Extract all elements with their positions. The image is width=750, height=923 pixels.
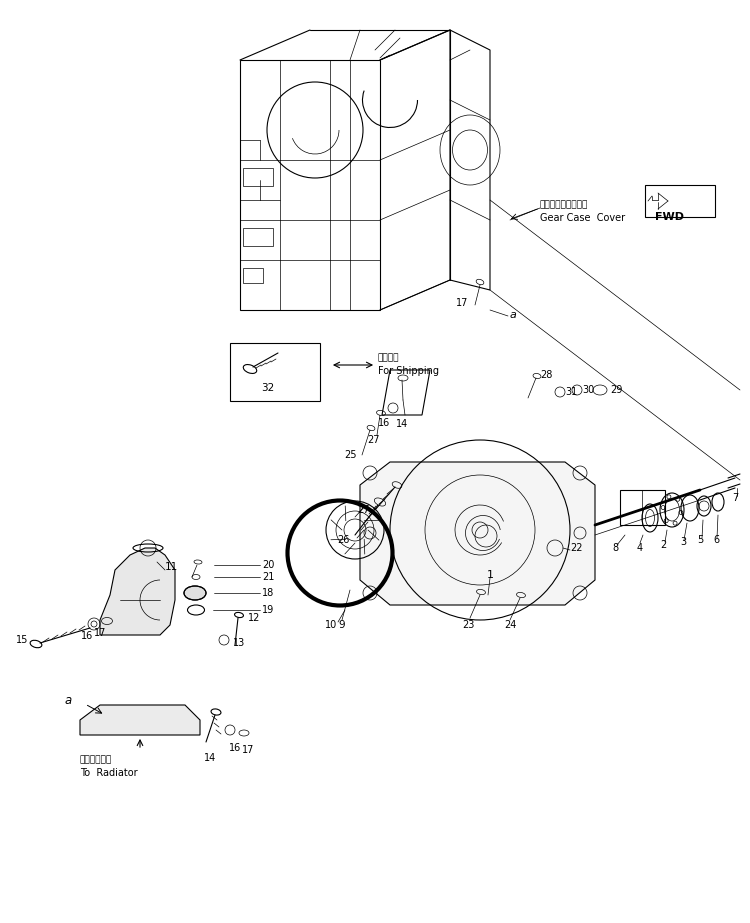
- Text: 17: 17: [242, 745, 254, 755]
- Polygon shape: [100, 548, 175, 635]
- Text: a: a: [65, 693, 72, 706]
- Text: 29: 29: [610, 385, 622, 395]
- Bar: [645, 185, 715, 217]
- Text: Gear Case  Cover: Gear Case Cover: [540, 213, 626, 223]
- Text: a: a: [510, 310, 517, 320]
- Text: 14: 14: [396, 419, 408, 429]
- Text: To  Radiator: To Radiator: [80, 768, 138, 778]
- Text: 25: 25: [344, 450, 357, 460]
- Text: 18: 18: [262, 588, 274, 598]
- Text: For Shipping: For Shipping: [378, 366, 439, 376]
- Text: 26: 26: [338, 535, 350, 545]
- Text: 5: 5: [697, 535, 703, 545]
- Text: 13: 13: [233, 638, 245, 648]
- Text: 3: 3: [680, 537, 686, 547]
- Bar: [230, 343, 320, 401]
- Text: 15: 15: [16, 635, 28, 645]
- Text: 20: 20: [262, 560, 274, 570]
- Text: 6: 6: [713, 535, 719, 545]
- Text: ラジエータへ: ラジエータへ: [80, 756, 112, 764]
- Text: 11: 11: [165, 562, 178, 572]
- Ellipse shape: [184, 586, 206, 600]
- Text: 16: 16: [229, 743, 242, 753]
- Text: 32: 32: [261, 383, 274, 393]
- Text: 27: 27: [368, 435, 380, 445]
- Polygon shape: [80, 705, 200, 735]
- Text: 10: 10: [325, 620, 337, 630]
- Text: 運携部品: 運携部品: [378, 354, 400, 363]
- Text: 22: 22: [570, 543, 583, 553]
- Text: 23: 23: [462, 620, 474, 630]
- Text: 4: 4: [637, 543, 643, 553]
- Bar: [620, 490, 665, 525]
- Text: 7: 7: [732, 493, 738, 503]
- Bar: [243, 228, 273, 246]
- Bar: [243, 168, 273, 186]
- Text: 27: 27: [358, 505, 370, 515]
- Text: 19: 19: [262, 605, 274, 615]
- Text: 1: 1: [487, 570, 494, 580]
- Text: 21: 21: [262, 572, 274, 582]
- Text: 12: 12: [248, 613, 260, 623]
- Text: 2: 2: [660, 540, 666, 550]
- Text: 28: 28: [540, 370, 552, 380]
- Bar: [243, 268, 263, 283]
- Text: ギヤーケースカバー: ギヤーケースカバー: [540, 200, 588, 210]
- Text: 8: 8: [612, 543, 618, 553]
- Text: 17: 17: [455, 298, 468, 308]
- Text: FWD: FWD: [655, 212, 684, 222]
- Text: 24: 24: [504, 620, 516, 630]
- Text: 9: 9: [339, 620, 345, 630]
- Text: 14: 14: [204, 753, 216, 763]
- Text: 17: 17: [94, 628, 106, 638]
- Text: 31: 31: [565, 387, 578, 397]
- Text: 30: 30: [582, 385, 594, 395]
- Text: 16: 16: [378, 418, 390, 428]
- Polygon shape: [360, 462, 595, 605]
- Text: 16: 16: [81, 631, 93, 641]
